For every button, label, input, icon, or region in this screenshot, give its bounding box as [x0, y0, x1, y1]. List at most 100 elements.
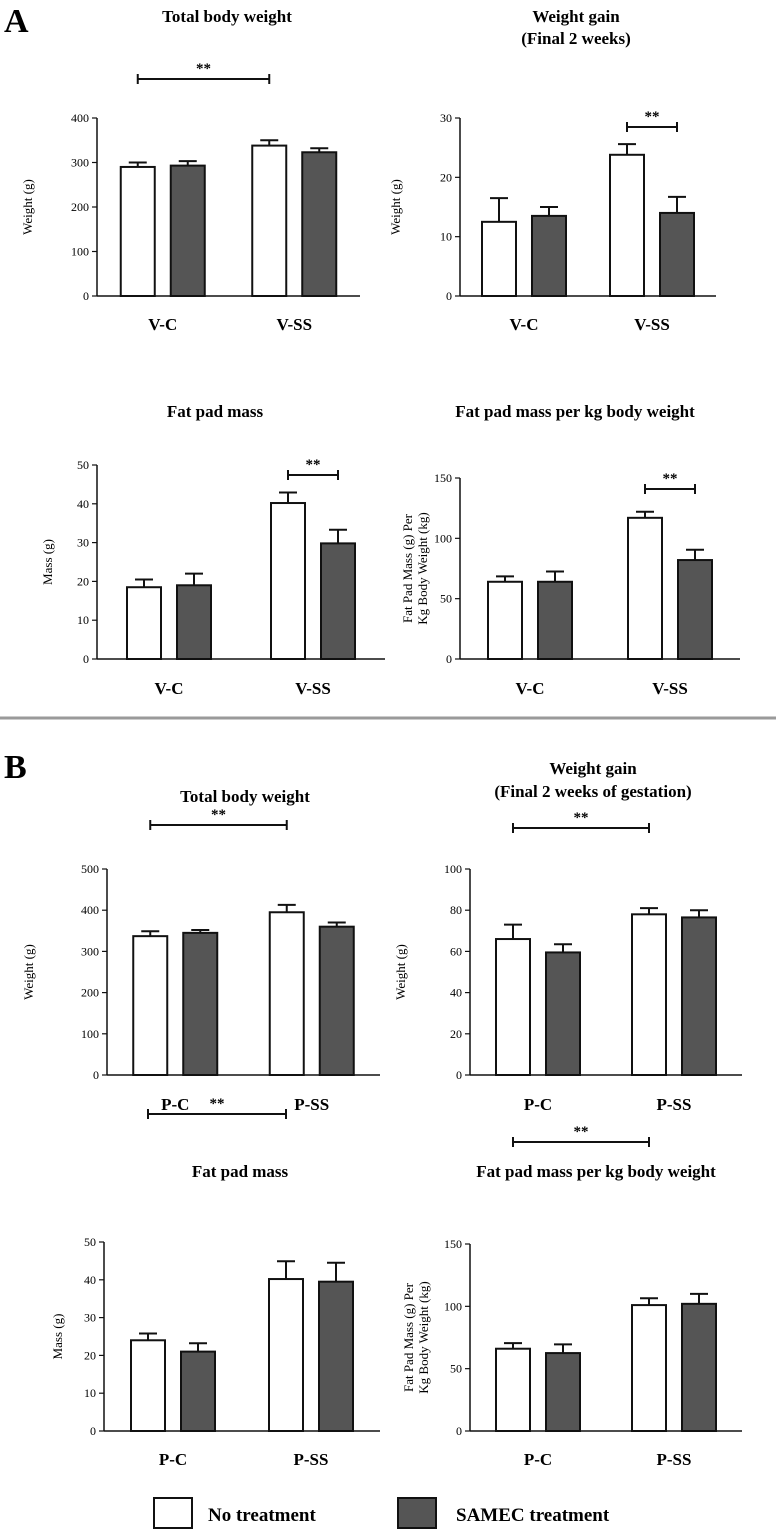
- y-tick-label: 10: [84, 1386, 96, 1400]
- y-tick-label: 0: [456, 1068, 462, 1082]
- chart-title: (Final 2 weeks of gestation): [494, 782, 691, 801]
- y-tick-label: 0: [446, 652, 452, 666]
- y-tick-label: 0: [93, 1068, 99, 1082]
- y-axis-label: Fat Pad Mass (g) Per: [400, 513, 415, 623]
- chart-title: Total body weight: [162, 7, 292, 26]
- bar-v-ss-no-treatment: [270, 502, 306, 660]
- y-tick-label: 20: [440, 170, 452, 184]
- bar-v-c-no-treatment: [481, 220, 517, 297]
- bar-p-c-no-treatment: [495, 938, 531, 1076]
- y-tick-label: 20: [450, 1027, 462, 1041]
- x-category-label: V-SS: [634, 315, 670, 334]
- significance-label: **: [663, 471, 678, 487]
- y-tick-label: 100: [444, 1299, 462, 1313]
- bar-p-ss-no-treatment: [631, 1304, 667, 1432]
- y-tick-label: 10: [77, 613, 89, 627]
- bar-v-c-no-treatment: [487, 580, 523, 660]
- y-tick-label: 0: [456, 1424, 462, 1438]
- y-tick-label: 80: [450, 903, 462, 917]
- y-axis-label: Weight (g): [388, 179, 403, 235]
- bar-v-ss-no-treatment: [251, 144, 288, 297]
- chart-b-tbw: Total body weight 0 100 200 300 400 500 Weight …: [21, 787, 380, 1114]
- x-category-label: P-SS: [657, 1095, 692, 1114]
- y-axis-label: Weight (g): [21, 944, 36, 1000]
- significance-label: **: [196, 61, 211, 77]
- chart-a-fpk: Fat pad mass per kg body weight 0 50 100 150…: [400, 402, 740, 698]
- y-tick-label: 200: [71, 200, 89, 214]
- panel-label-a: A: [4, 3, 29, 40]
- x-category-label: V-C: [148, 315, 177, 334]
- chart-a-fpm: Fat pad mass 0 10 20 30 40 50 Mass (g) V-C V-SS **: [40, 402, 385, 698]
- bar-v-ss-samec: [677, 559, 713, 661]
- y-tick-label: 150: [434, 471, 452, 485]
- y-tick-label: 0: [446, 289, 452, 303]
- chart-b-wg: Weight gain (Final 2 weeks of gestation) 0…: [393, 759, 742, 1114]
- x-category-label: P-C: [524, 1095, 552, 1114]
- bar-p-ss-no-treatment: [631, 913, 667, 1076]
- chart-a-tbw: Total body weight 0 100 200 300 400 Weight (g)…: [20, 7, 360, 334]
- significance-label: **: [574, 1124, 589, 1140]
- significance-label: **: [645, 109, 660, 125]
- y-tick-label: 400: [81, 903, 99, 917]
- bar-v-ss-samec: [320, 542, 356, 660]
- y-tick-label: 100: [434, 531, 452, 545]
- y-tick-label: 150: [444, 1237, 462, 1251]
- x-category-label: P-SS: [294, 1095, 329, 1114]
- legend-label-no-treatment: No treatment: [208, 1505, 316, 1526]
- significance-label: **: [210, 1096, 225, 1112]
- chart-title: (Final 2 weeks): [521, 29, 631, 48]
- panel-label-b: B: [4, 749, 27, 786]
- chart-title: Total body weight: [180, 787, 310, 806]
- y-tick-label: 20: [84, 1348, 96, 1362]
- bar-p-c-no-treatment: [130, 1339, 166, 1433]
- significance-label: **: [306, 457, 321, 473]
- bar-p-ss-no-treatment: [268, 1278, 304, 1432]
- y-tick-label: 30: [84, 1311, 96, 1325]
- y-axis-label: Weight (g): [393, 944, 408, 1000]
- bar-p-c-samec: [180, 1350, 216, 1432]
- chart-title: Weight gain: [532, 7, 620, 26]
- x-category-label: V-C: [510, 315, 539, 334]
- y-tick-label: 500: [81, 862, 99, 876]
- y-tick-label: 100: [81, 1027, 99, 1041]
- chart-a-wg: Weight gain (Final 2 weeks) 0 10 20 30 Weight …: [388, 7, 716, 334]
- y-tick-label: 0: [83, 289, 89, 303]
- bar-v-c-no-treatment: [119, 165, 156, 297]
- y-tick-label: 400: [71, 111, 89, 125]
- x-category-label: P-C: [524, 1450, 552, 1469]
- y-axis-label: Fat Pad Mass (g) Per: [401, 1282, 416, 1392]
- y-axis-label: Mass (g): [40, 539, 55, 585]
- y-tick-label: 300: [81, 944, 99, 958]
- y-tick-label: 200: [81, 986, 99, 1000]
- bar-p-ss-samec: [681, 1302, 717, 1432]
- chart-b-fpk: Fat pad mass per kg body weight 0 50 100 150…: [401, 1124, 742, 1469]
- x-category-label: V-SS: [295, 679, 331, 698]
- x-category-label: P-SS: [657, 1450, 692, 1469]
- significance-label: **: [574, 810, 589, 826]
- chart-title: Weight gain: [549, 759, 637, 778]
- bar-v-c-samec: [531, 214, 567, 297]
- y-tick-label: 40: [450, 986, 462, 1000]
- y-tick-label: 100: [444, 862, 462, 876]
- y-axis-label: Mass (g): [50, 1314, 65, 1360]
- y-tick-label: 30: [77, 536, 89, 550]
- y-axis-label: Kg Body Weight (kg): [416, 1281, 431, 1393]
- y-tick-label: 50: [84, 1235, 96, 1249]
- y-tick-label: 60: [450, 944, 462, 958]
- legend: No treatment SAMEC treatment: [153, 1497, 610, 1529]
- y-tick-label: 300: [71, 156, 89, 170]
- bar-p-ss-no-treatment: [268, 911, 305, 1077]
- bar-p-c-samec: [545, 1352, 581, 1433]
- y-tick-label: 50: [450, 1362, 462, 1376]
- y-tick-label: 10: [440, 230, 452, 244]
- legend-swatch-samec-treatment: [397, 1497, 437, 1529]
- bar-p-c-samec: [182, 931, 219, 1076]
- x-category-label: P-C: [159, 1450, 187, 1469]
- y-tick-label: 40: [84, 1273, 96, 1287]
- x-category-label: V-C: [155, 679, 184, 698]
- y-tick-label: 100: [71, 245, 89, 259]
- y-tick-label: 0: [90, 1424, 96, 1438]
- bar-v-ss-no-treatment: [609, 153, 645, 297]
